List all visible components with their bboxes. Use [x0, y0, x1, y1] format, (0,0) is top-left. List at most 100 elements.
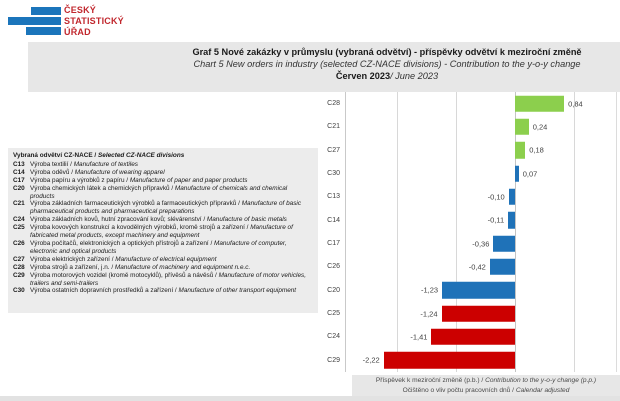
logo-text: ČESKÝ STATISTICKÝ ÚŘAD: [64, 5, 124, 38]
chart-period: Červen 2023/ June 2023: [158, 70, 616, 82]
category-label-C24: C24: [327, 333, 340, 341]
bar-row-C26: -0,42: [346, 255, 616, 278]
legend-item-C30: C30 Výroba ostatních dopravních prostředk…: [13, 287, 313, 295]
nace-code: C17: [13, 176, 25, 184]
zero-gridline: [514, 92, 516, 372]
footnote-1-en: Contribution to the y-o-y change (p.p.): [485, 377, 597, 384]
bar-row-C28: 0,84: [346, 92, 616, 115]
value-label-C24: -1,41: [410, 332, 428, 342]
category-label-C13: C13: [327, 193, 340, 201]
nace-code: C21: [13, 200, 25, 208]
bar-row-C14: -0,11: [346, 209, 616, 232]
legend-item-C26: C26 Výroba počítačů, elektronických a opt…: [13, 240, 313, 256]
legend-item-C14: C14 Výroba oděvů / Manufacture of wearing…: [13, 169, 313, 177]
category-label-C30: C30: [327, 170, 340, 178]
footnote-2-cs: Očištěno o vliv počtu pracovních dnů /: [402, 387, 516, 394]
bar-row-C20: -1,23: [346, 279, 616, 302]
nace-description: Výroba strojů a zařízení, j.n. / Manufac…: [30, 263, 251, 271]
bar-row-C21: 0,24: [346, 115, 616, 138]
value-label-C13: -0,10: [487, 192, 505, 202]
bar-row-C27: 0,18: [346, 139, 616, 162]
period-english: / June 2023: [390, 71, 439, 81]
legend-item-C20: C20 Výroba chemických látek a chemických …: [13, 185, 313, 201]
legend-item-C28: C28 Výroba strojů a zařízení, j.n. / Manu…: [13, 264, 313, 272]
value-label-C20: -1,23: [420, 285, 439, 295]
nace-code: C27: [13, 255, 25, 263]
nace-code: C25: [13, 224, 25, 232]
nace-description: Výroba oděvů / Manufacture of wearing ap…: [30, 168, 165, 176]
period-czech: Červen 2023: [335, 71, 391, 81]
nace-description: Výroba základních farmaceutických výrobk…: [30, 200, 302, 216]
bar-C29: [383, 352, 515, 369]
footnote-line-1: Příspěvek k meziroční změně (p.b.) / Con…: [352, 376, 620, 386]
bar-C14: [508, 212, 515, 229]
logo-line-2: STATISTICKÝ: [64, 16, 124, 26]
category-axis: C28 C21 C27 C30 C13 C14 C17 C26 C20 C25 C24 C29: [298, 92, 344, 372]
bar-C28: [514, 95, 565, 112]
bar-C27: [514, 142, 526, 159]
bar-row-C29: -2,22: [346, 349, 616, 372]
nace-description: Výroba elektrických zařízení / Manufactu…: [30, 255, 217, 263]
nace-code: C20: [13, 184, 25, 192]
nace-description: Výroba ostatních dopravních prostředků a…: [30, 287, 297, 295]
legend-item-C21: C21 Výroba základních farmaceutických výr…: [13, 200, 313, 216]
legend-item-C25: C25 Výroba kovových konstrukcí a kovoděln…: [13, 224, 313, 240]
nace-code: C13: [13, 160, 25, 168]
nace-code: C28: [13, 263, 25, 271]
legend-item-C27: C27 Výroba elektrických zařízení / Manufa…: [13, 256, 313, 264]
legend-title-cs: Vybraná odvětví CZ-NACE /: [13, 152, 98, 159]
bar-row-C30: 0,07: [346, 162, 616, 185]
category-label-C17: C17: [327, 240, 340, 248]
nace-description: Výroba počítačů, elektronických a optick…: [30, 239, 287, 255]
legend-item-C13: C13 Výroba textilií / Manufacture of text…: [13, 161, 313, 169]
chart-title-cs: Graf 5 Nové zakázky v průmyslu (vybraná …: [192, 47, 582, 57]
nace-code: C14: [13, 168, 25, 176]
logo-bar-icon: [31, 7, 61, 15]
value-label-C21: 0,24: [532, 122, 548, 132]
category-label-C29: C29: [327, 356, 340, 364]
bottom-strip: [0, 396, 620, 401]
title-block: Graf 5 Nové zakázky v průmyslu (vybraná …: [28, 42, 620, 92]
category-label-C28: C28: [327, 100, 340, 108]
legend-title: Vybraná odvětví CZ-NACE / Selected CZ-NA…: [13, 152, 313, 160]
category-label-C20: C20: [327, 286, 340, 294]
value-label-C26: -0,42: [468, 262, 486, 272]
bar-row-C17: -0,36: [346, 232, 616, 255]
value-label-C29: -2,22: [362, 355, 380, 365]
value-label-C27: 0,18: [529, 145, 544, 155]
bar-C13: [508, 188, 515, 206]
nace-description: Výroba papíru a výrobků z papíru / Manuf…: [30, 176, 248, 184]
nace-code: C29: [13, 271, 25, 279]
legend-item-C24: C24 Výroba základních kovů, hutní zpracov…: [13, 216, 313, 224]
legend-items: C13 Výroba textilií / Manufacture of text…: [13, 161, 313, 295]
bar-row-C25: -1,24: [346, 302, 616, 325]
nace-legend: Vybraná odvětví CZ-NACE / Selected CZ-NA…: [8, 148, 318, 313]
value-label-C25: -1,24: [420, 309, 438, 319]
logo-bar-icon: [8, 17, 61, 25]
bar-C25: [441, 305, 515, 322]
czso-logo: ČESKÝ STATISTICKÝ ÚŘAD: [8, 2, 138, 42]
value-label-C28: 0,84: [568, 99, 583, 109]
gridline: [396, 92, 398, 372]
bar-row-C13: -0,10: [346, 185, 616, 208]
legend-title-en: Selected CZ-NACE divisions: [98, 152, 185, 159]
bar-C20: [442, 282, 515, 299]
plot-area: 0,84 0,24 0,18 0,07 -0,10 -0,11 -0,36 -0,42 -1,2…: [345, 92, 617, 372]
footnote-2-en: Calendar adjusted: [515, 387, 570, 394]
category-label-C25: C25: [327, 310, 340, 318]
bar-row-C24: -1,41: [346, 325, 616, 348]
footnote-1-cs: Příspěvek k meziroční změně (p.b.) /: [375, 377, 486, 384]
value-label-C14: -0,11: [487, 215, 505, 225]
nace-description: Výroba kovových konstrukcí a kovodělných…: [30, 224, 293, 240]
logo-line-1: ČESKÝ: [64, 5, 97, 15]
bar-C30: [514, 165, 519, 182]
logo-bar-icon: [26, 27, 61, 35]
bar-C17: [493, 235, 515, 252]
value-label-C17: -0,36: [472, 239, 490, 249]
chart-title-en: Chart 5 New orders in industry (selected…: [193, 59, 581, 69]
gridline: [573, 92, 575, 372]
axis-footnote: Příspěvek k meziroční změně (p.b.) / Con…: [352, 375, 620, 396]
nace-description: Výroba základních kovů, hutní zpracování…: [30, 216, 287, 224]
bar-rows: 0,84 0,24 0,18 0,07 -0,10 -0,11 -0,36 -0,42 -1,2…: [346, 92, 616, 372]
legend-item-C29: C29 Výroba motorových vozidel (kromě moto…: [13, 272, 313, 288]
